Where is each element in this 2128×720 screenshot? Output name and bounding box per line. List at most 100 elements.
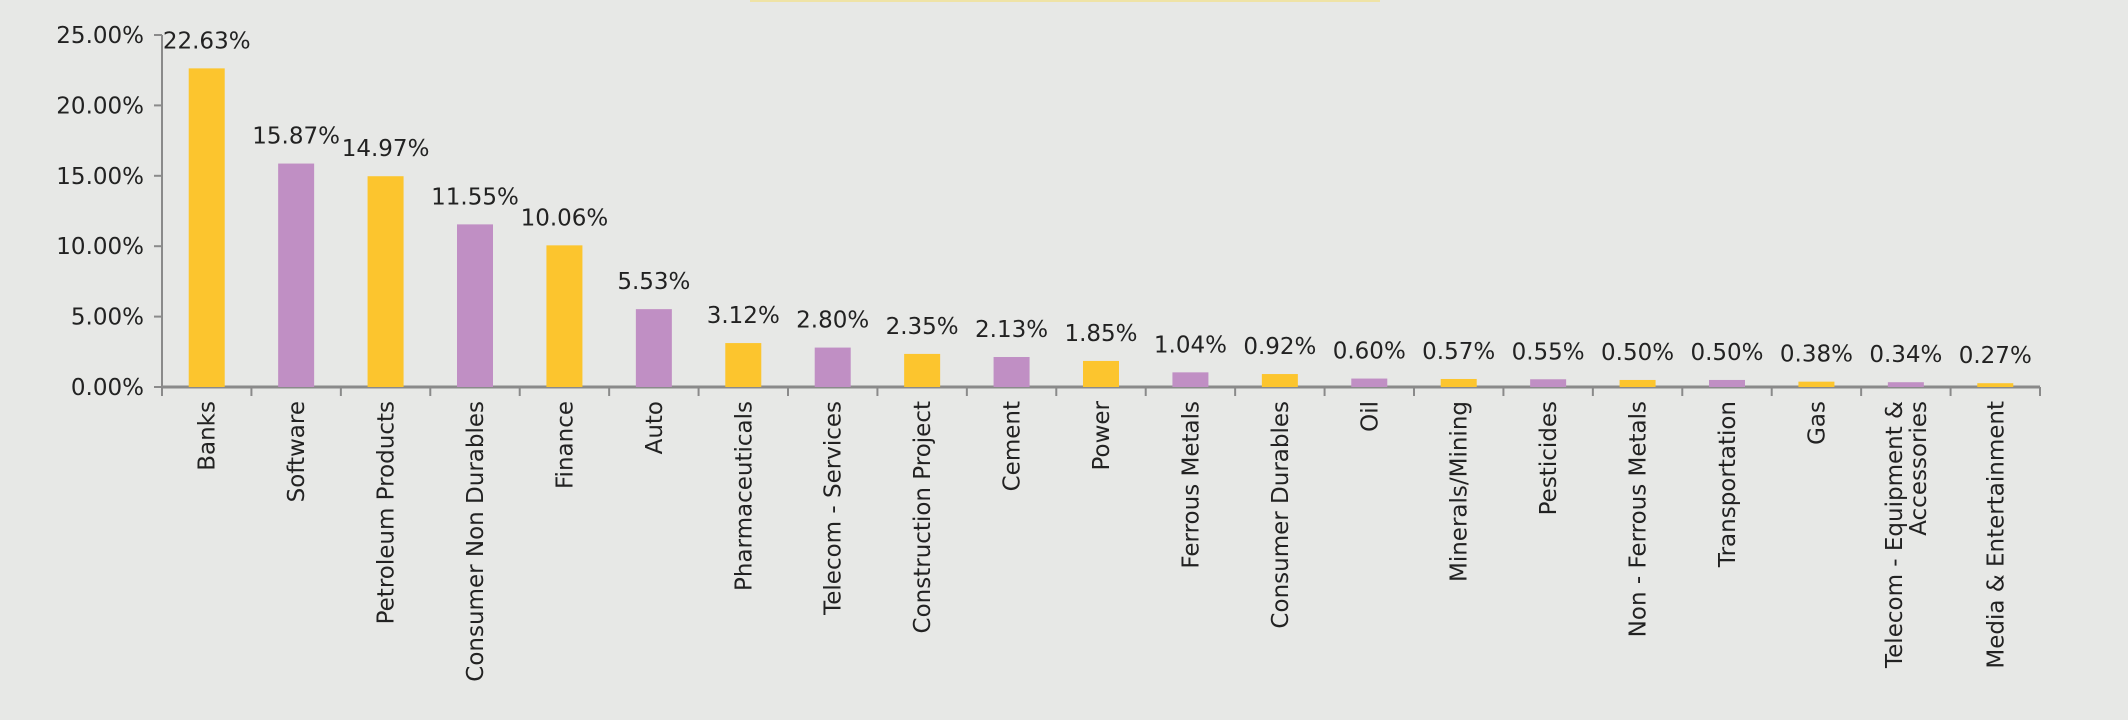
x-tick-label-text: Media & Entertainment bbox=[1983, 401, 2009, 669]
x-tick-label: Banks bbox=[195, 401, 221, 471]
y-tick-label: 5.00% bbox=[71, 305, 144, 331]
x-tick-label-line: Gas bbox=[1804, 401, 1830, 445]
data-label: 0.92% bbox=[1243, 334, 1316, 360]
x-tick-label: Media & Entertainment bbox=[1983, 401, 2009, 669]
x-tick-label-text: Power bbox=[1089, 400, 1115, 470]
x-tick-label: Pesticides bbox=[1536, 401, 1562, 515]
x-tick-label-text: Auto bbox=[642, 401, 668, 454]
data-label: 5.53% bbox=[617, 269, 690, 295]
bar bbox=[635, 309, 672, 387]
bar bbox=[1977, 383, 2014, 387]
x-tick-label-text: Oil bbox=[1357, 401, 1383, 432]
x-tick-label-text: Ferrous Metals bbox=[1178, 401, 1204, 569]
x-tick-label: Gas bbox=[1804, 401, 1830, 445]
x-tick-label-line: Auto bbox=[642, 401, 668, 454]
data-label: 0.60% bbox=[1333, 339, 1406, 365]
data-label: 15.87% bbox=[252, 124, 340, 150]
x-tick-label: Telecom - Services bbox=[821, 401, 847, 616]
data-label: 0.57% bbox=[1422, 339, 1495, 365]
x-tick-label-line: Cement bbox=[1000, 401, 1026, 491]
x-tick-label-line: Petroleum Products bbox=[374, 401, 400, 624]
x-tick-label-line: Telecom - Services bbox=[821, 401, 847, 616]
x-tick-label-text: Cement bbox=[1000, 401, 1026, 491]
data-label: 0.38% bbox=[1780, 342, 1853, 368]
x-tick-label: Minerals/Mining bbox=[1447, 401, 1473, 582]
data-label: 14.97% bbox=[342, 136, 430, 162]
x-tick-label-line: Pesticides bbox=[1536, 401, 1562, 515]
x-tick-label-line: Finance bbox=[552, 401, 578, 489]
x-tick-label-line: Accessories bbox=[1906, 401, 1932, 536]
data-label: 11.55% bbox=[431, 184, 519, 210]
bar bbox=[188, 68, 225, 387]
x-tick-label: Construction Project bbox=[910, 401, 936, 633]
x-tick-label: Ferrous Metals bbox=[1178, 401, 1204, 569]
x-tick-label: Power bbox=[1089, 400, 1115, 470]
x-tick-label-text: Construction Project bbox=[910, 401, 936, 633]
data-label: 0.27% bbox=[1959, 343, 2032, 369]
x-tick-label-text: Consumer Durables bbox=[1268, 401, 1294, 629]
x-tick-label: Petroleum Products bbox=[374, 401, 400, 624]
data-label: 0.50% bbox=[1601, 340, 1674, 366]
bar bbox=[546, 245, 583, 387]
data-label: 0.50% bbox=[1690, 340, 1763, 366]
bar bbox=[1172, 372, 1209, 387]
x-tick-label-line: Construction Project bbox=[910, 401, 936, 633]
bar bbox=[814, 347, 851, 387]
x-tick-label-line: Banks bbox=[195, 401, 221, 471]
x-tick-label: Consumer Durables bbox=[1268, 401, 1294, 629]
x-tick-label-line: Transportation bbox=[1715, 401, 1741, 568]
bar bbox=[1351, 378, 1388, 387]
bar bbox=[725, 343, 762, 387]
x-tick-label: Transportation bbox=[1715, 401, 1741, 568]
bar bbox=[1083, 360, 1119, 387]
x-tick-label-text: Petroleum Products bbox=[374, 401, 400, 624]
x-tick-label-line: Oil bbox=[1357, 401, 1383, 432]
x-tick-label-text: Pesticides bbox=[1536, 401, 1562, 515]
x-tick-label-line: Minerals/Mining bbox=[1447, 401, 1473, 582]
x-tick-label-text: Telecom - Equipment &Accessories bbox=[1882, 401, 1932, 669]
x-tick-label-line: Software bbox=[284, 401, 310, 502]
y-tick-label: 10.00% bbox=[56, 234, 144, 260]
y-tick-label: 20.00% bbox=[56, 93, 144, 119]
x-tick-label: Non - Ferrous Metals bbox=[1626, 401, 1652, 637]
bar bbox=[1798, 381, 1835, 387]
x-tick-label-text: Pharmaceuticals bbox=[731, 401, 757, 591]
x-tick-label-line: Power bbox=[1089, 400, 1115, 470]
top-divider bbox=[750, 0, 1380, 2]
bar bbox=[1709, 379, 1745, 387]
data-label: 1.04% bbox=[1154, 332, 1227, 358]
x-tick-label-text: Software bbox=[284, 401, 310, 502]
bar bbox=[1887, 382, 1924, 387]
x-tick-label-text: Banks bbox=[195, 401, 221, 471]
data-label: 3.12% bbox=[707, 303, 780, 329]
data-label: 2.35% bbox=[886, 314, 959, 340]
data-label: 1.85% bbox=[1064, 321, 1137, 347]
bar bbox=[278, 163, 315, 387]
x-tick-label: Auto bbox=[642, 401, 668, 454]
x-tick-label-text: Telecom - Services bbox=[821, 401, 847, 616]
x-tick-label-text: Minerals/Mining bbox=[1447, 401, 1473, 582]
bar bbox=[367, 176, 404, 387]
x-tick-label: Software bbox=[284, 401, 310, 502]
bar bbox=[1619, 379, 1656, 387]
x-tick-label-line: Media & Entertainment bbox=[1983, 401, 2009, 669]
x-tick-label: Telecom - Equipment &Accessories bbox=[1882, 401, 1932, 669]
bar bbox=[1530, 379, 1567, 387]
y-tick-label: 0.00% bbox=[71, 375, 144, 401]
data-label: 0.55% bbox=[1512, 339, 1585, 365]
x-tick-label-line: Non - Ferrous Metals bbox=[1626, 401, 1652, 637]
data-label: 0.34% bbox=[1869, 342, 1942, 368]
x-tick-label-line: Pharmaceuticals bbox=[731, 401, 757, 591]
bar bbox=[457, 224, 493, 387]
x-tick-label-text: Gas bbox=[1804, 401, 1830, 445]
x-tick-label: Consumer Non Durables bbox=[463, 401, 489, 682]
data-label: 10.06% bbox=[521, 205, 609, 231]
x-tick-label: Finance bbox=[552, 401, 578, 489]
y-tick-label: 25.00% bbox=[56, 23, 144, 49]
x-tick-label: Cement bbox=[1000, 401, 1026, 491]
x-tick-label-line: Ferrous Metals bbox=[1178, 401, 1204, 569]
data-label: 2.13% bbox=[975, 317, 1048, 343]
x-tick-label-text: Transportation bbox=[1715, 401, 1741, 568]
